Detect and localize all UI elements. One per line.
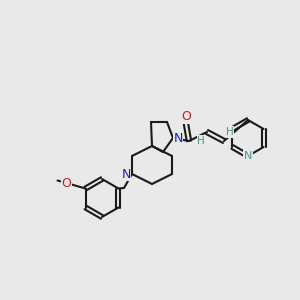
Text: O: O	[181, 110, 191, 124]
Text: O: O	[61, 177, 71, 190]
Text: N: N	[121, 167, 131, 181]
Text: N: N	[173, 131, 183, 145]
Text: H: H	[197, 136, 205, 146]
Text: N: N	[244, 151, 252, 161]
Text: H: H	[226, 127, 234, 137]
